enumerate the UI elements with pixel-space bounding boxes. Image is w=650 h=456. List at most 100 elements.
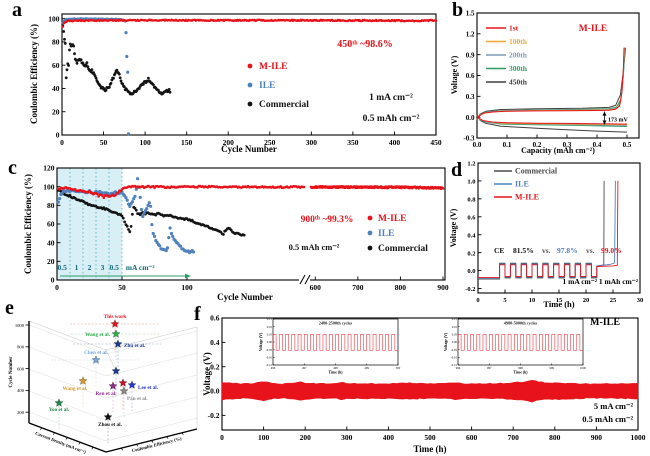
svg-text:CE: CE — [494, 246, 504, 255]
svg-text:0.4: 0.4 — [467, 232, 476, 239]
svg-text:800: 800 — [549, 433, 561, 442]
svg-text:0.5 mAh cm⁻²: 0.5 mAh cm⁻² — [582, 414, 633, 424]
panel-b-chart: 0.0 0.1 0.2 0.3 0.4 0.5-0.30.00.30.60.91.21.5… — [450, 10, 640, 155]
svg-text:-0.05: -0.05 — [266, 348, 273, 352]
svg-text:0: 0 — [476, 297, 479, 304]
svg-text:Chen et al.: Chen et al. — [84, 350, 108, 356]
svg-text:0.15: 0.15 — [267, 317, 273, 321]
svg-text:600: 600 — [310, 283, 322, 292]
svg-text:0.5: 0.5 — [110, 263, 120, 272]
svg-text:60: 60 — [52, 61, 60, 70]
svg-text:0.00: 0.00 — [267, 340, 273, 344]
svg-text:Commercial: Commercial — [259, 100, 309, 110]
svg-text:vs.: vs. — [586, 246, 595, 255]
svg-text:996: 996 — [456, 366, 461, 370]
svg-text:Wang et al.: Wang et al. — [63, 386, 89, 392]
svg-text:100: 100 — [181, 283, 193, 292]
svg-text:Commercial: Commercial — [515, 167, 558, 176]
svg-text:Commercial: Commercial — [378, 244, 428, 254]
svg-text:-0.15: -0.15 — [266, 363, 273, 367]
svg-text:700: 700 — [508, 433, 520, 442]
svg-text:1 mA cm⁻²: 1 mA cm⁻² — [369, 93, 413, 103]
svg-text:1.0: 1.0 — [467, 179, 475, 186]
svg-text:50: 50 — [100, 138, 108, 147]
svg-text:Time (h): Time (h) — [413, 444, 446, 454]
panel-d-label: d — [451, 159, 463, 181]
svg-text:60: 60 — [47, 220, 55, 229]
svg-text:1000: 1000 — [631, 433, 646, 442]
svg-text:0.0: 0.0 — [473, 141, 482, 149]
svg-text:450th: 450th — [509, 78, 528, 87]
svg-text:300th: 300th — [509, 64, 528, 73]
svg-text:M-ILE: M-ILE — [590, 317, 620, 328]
svg-text:450: 450 — [430, 138, 442, 147]
svg-text:40: 40 — [47, 238, 55, 247]
panel-f-chart: 0 100 200 300 400 500 600 700 800 900 1000-0.20.00… — [202, 314, 646, 454]
svg-text:400: 400 — [17, 388, 25, 393]
svg-text:25: 25 — [610, 297, 617, 304]
svg-text:0.2: 0.2 — [210, 362, 220, 371]
svg-text:300: 300 — [306, 138, 318, 147]
svg-text:800: 800 — [17, 345, 25, 350]
svg-text:0.5: 0.5 — [58, 263, 68, 272]
svg-text:300: 300 — [341, 433, 353, 442]
svg-text:0.05: 0.05 — [267, 332, 273, 336]
svg-text:0.5 mAh cm⁻²: 0.5 mAh cm⁻² — [363, 114, 420, 124]
svg-text:Voltage (V): Voltage (V) — [444, 332, 448, 351]
svg-text:997: 997 — [487, 366, 492, 370]
svg-text:5: 5 — [503, 297, 507, 304]
svg-text:1.5: 1.5 — [466, 10, 475, 18]
svg-text:M-ILE: M-ILE — [579, 24, 608, 34]
svg-text:200: 200 — [223, 138, 235, 147]
svg-text:0.3: 0.3 — [563, 141, 572, 149]
svg-text:ILE: ILE — [378, 229, 394, 239]
svg-text:Zhu et al.: Zhu et al. — [124, 343, 146, 349]
svg-text:998: 998 — [518, 366, 523, 370]
svg-text:Wang et al.: Wang et al. — [85, 332, 111, 338]
svg-text:80: 80 — [47, 201, 55, 210]
panel-f-label: f — [194, 303, 201, 325]
svg-text:Coulombic Efficiency (%): Coulombic Efficiency (%) — [23, 174, 33, 274]
svg-text:81.5%: 81.5% — [513, 246, 534, 255]
svg-text:900ᵗʰ ~99.3%: 900ᵗʰ ~99.3% — [301, 215, 354, 225]
svg-text:100th: 100th — [509, 37, 528, 46]
svg-text:0.6: 0.6 — [466, 72, 475, 80]
svg-text:Cycle Number: Cycle Number — [221, 144, 277, 154]
svg-text:-0.05: -0.05 — [451, 348, 458, 352]
svg-text:1 mA cm⁻² 1 mAh cm⁻²: 1 mA cm⁻² 1 mAh cm⁻² — [562, 277, 638, 286]
svg-text:Lee et al.: Lee et al. — [138, 385, 159, 391]
svg-text:0.0: 0.0 — [466, 114, 475, 122]
svg-text:20: 20 — [583, 297, 590, 304]
svg-text:Ren et al.: Ren et al. — [96, 391, 118, 397]
svg-text:900: 900 — [437, 283, 449, 292]
svg-text:0.1: 0.1 — [503, 141, 512, 149]
svg-text:Cycle Number: Cycle Number — [217, 292, 273, 302]
svg-text:100: 100 — [48, 14, 60, 23]
svg-text:Cycle Number: Cycle Number — [9, 356, 14, 388]
svg-text:0.15: 0.15 — [452, 317, 458, 321]
svg-text:-0.10: -0.10 — [451, 355, 458, 359]
svg-text:0: 0 — [220, 433, 224, 442]
svg-text:900: 900 — [591, 433, 603, 442]
svg-text:0.10: 0.10 — [452, 325, 458, 329]
svg-text:0.9: 0.9 — [466, 51, 475, 59]
svg-text:0.0: 0.0 — [467, 268, 475, 275]
svg-text:50: 50 — [118, 283, 126, 292]
svg-text:600: 600 — [466, 433, 478, 442]
svg-text:499: 499 — [365, 366, 370, 370]
panel-a-chart: 0 50 100 150 200 250 300 350 400 450 0 20 40 60 80 100 C… — [29, 13, 442, 154]
panel-d-chart: 0 5 10 15 20 25 30 -0.2 0.0 0.2 0.4 0.6 0.8 1.0 1.2 Tim… — [449, 161, 643, 309]
svg-text:200th: 200th — [509, 51, 528, 60]
svg-text:0.0: 0.0 — [210, 387, 220, 396]
svg-text:600: 600 — [17, 366, 25, 371]
panel-c-label: c — [8, 157, 17, 179]
svg-text:Voltage (V): Voltage (V) — [450, 55, 459, 94]
svg-text:400: 400 — [383, 433, 395, 442]
svg-text:100: 100 — [258, 433, 270, 442]
svg-text:0.00: 0.00 — [452, 340, 458, 344]
svg-text:M-ILE: M-ILE — [378, 214, 407, 224]
svg-text:0.05: 0.05 — [452, 332, 458, 336]
svg-text:497: 497 — [302, 366, 307, 370]
